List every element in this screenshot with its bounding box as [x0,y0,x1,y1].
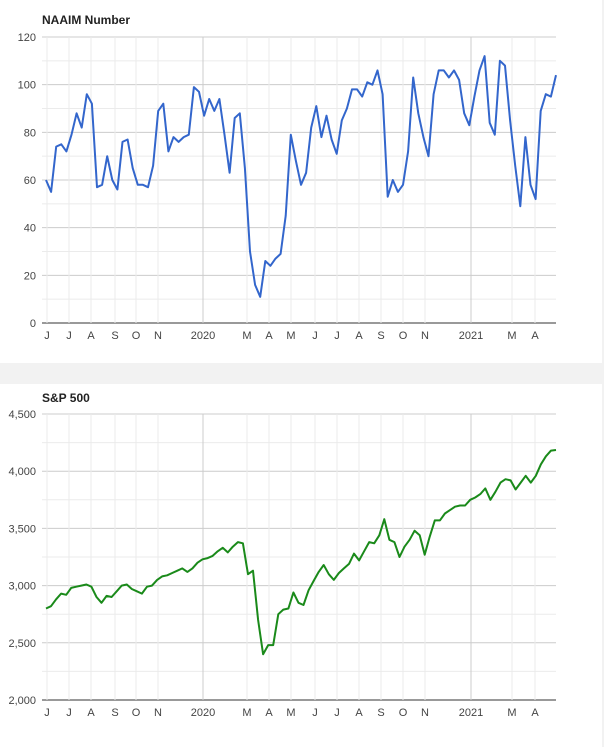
x-tick-label: N [154,707,162,719]
x-tick-label: A [355,707,363,719]
x-tick-label: O [399,707,408,719]
x-tick-label: M [507,707,516,719]
x-tick-label: 2020 [191,707,215,719]
x-tick-label: S [111,330,118,342]
x-tick-label: A [87,330,95,342]
sp500-series-line [45,449,557,656]
x-tick-label: J [44,707,50,719]
x-tick-label: J [312,330,318,342]
x-tick-label: J [334,330,340,342]
y-tick-label: 2,500 [8,638,36,650]
x-tick-label: J [44,330,50,342]
y-tick-label: 3,500 [8,523,36,535]
x-tick-label: S [111,707,118,719]
x-tick-label: J [66,330,72,342]
x-tick-label: 2021 [459,330,483,342]
y-tick-label: 3,000 [8,581,36,593]
x-tick-label: S [377,330,384,342]
x-tick-label: M [507,330,516,342]
x-tick-label: N [421,330,429,342]
x-tick-label: J [66,707,72,719]
sp500-chart: S&P 500 2,000 2,500 3,000 3,500 4,000 4,500 J J A… [8,391,557,719]
x-tick-label: M [242,330,251,342]
x-tick-label: N [421,707,429,719]
y-tick-label: 4,500 [8,409,36,421]
y-tick-label: 80 [24,127,36,139]
x-tick-label: 2021 [459,707,483,719]
naaim-series-line [45,55,557,298]
x-tick-label: O [132,330,141,342]
x-tick-label: J [334,707,340,719]
y-tick-label: 0 [30,318,36,330]
y-tick-label: 40 [24,223,36,235]
x-tick-label: O [132,707,141,719]
naaim-chart: NAAIM Number 0 20 40 60 80 100 120 J J A S O N 2020 M A M… [18,13,557,342]
y-tick-label: 60 [24,175,36,187]
x-tick-label: A [531,330,539,342]
y-tick-label: 2,000 [8,695,36,707]
y-tick-label: 120 [18,32,36,44]
y-tick-label: 20 [24,270,36,282]
sp500-chart-panel: S&P 500 2,000 2,500 3,000 3,500 4,000 4,500 J J A… [0,384,602,747]
x-tick-label: J [312,707,318,719]
x-tick-label: S [377,707,384,719]
x-tick-label: M [286,707,295,719]
chart-title: NAAIM Number [42,13,130,27]
x-tick-label: A [265,330,273,342]
y-tick-label: 100 [18,80,36,92]
x-tick-label: N [154,330,162,342]
x-tick-label: M [242,707,251,719]
x-tick-label: A [355,330,363,342]
x-tick-label: A [87,707,95,719]
x-tick-label: M [286,330,295,342]
x-tick-label: A [531,707,539,719]
x-tick-label: O [399,330,408,342]
x-tick-label: A [265,707,273,719]
x-tick-label: 2020 [191,330,215,342]
naaim-chart-panel: NAAIM Number 0 20 40 60 80 100 120 J J A S O N 2020 M A M… [0,0,602,363]
chart-title: S&P 500 [42,391,90,405]
y-tick-label: 4,000 [8,466,36,478]
